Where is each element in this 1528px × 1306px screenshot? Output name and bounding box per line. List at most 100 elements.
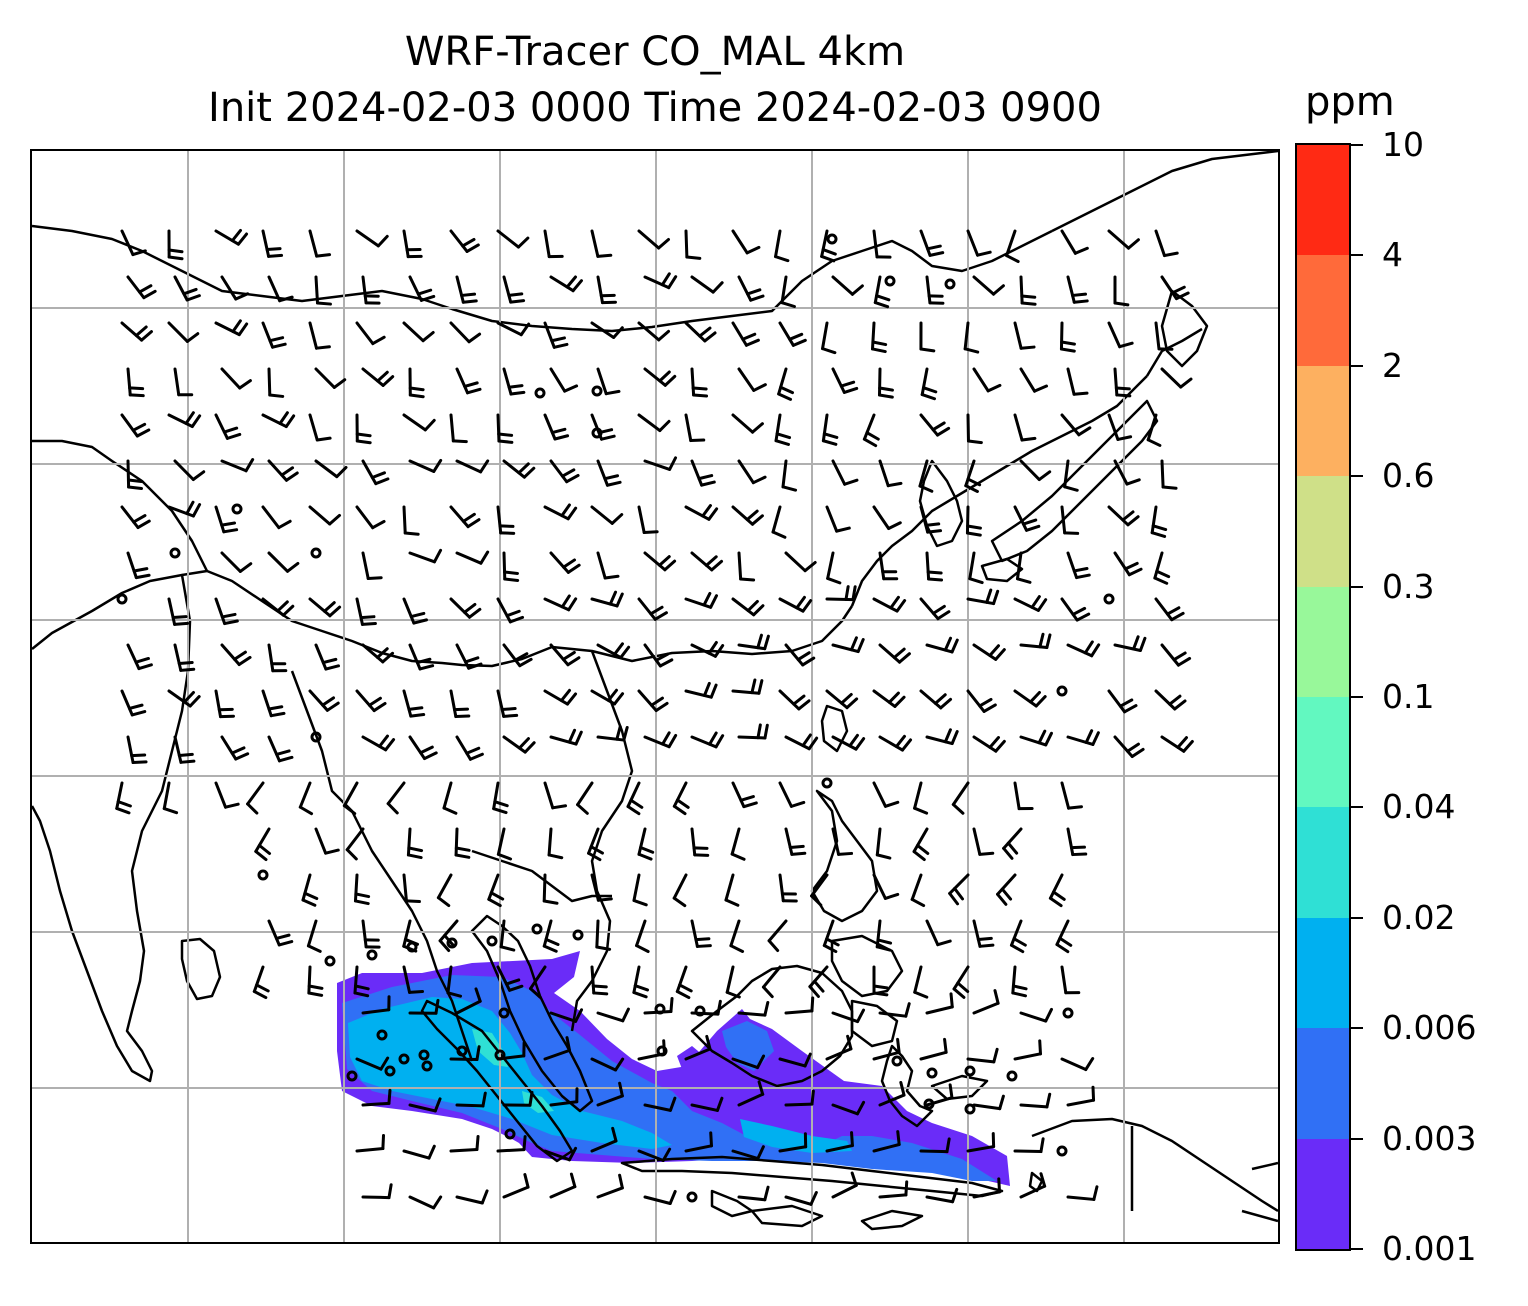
wind-barb — [781, 459, 798, 492]
wind-barb — [487, 873, 505, 908]
wind-barb — [1154, 597, 1185, 622]
map-title-line1: WRF-Tracer CO_MAL 4km — [404, 29, 906, 75]
wind-barb — [1019, 367, 1049, 393]
wind-barb — [731, 321, 760, 347]
coastline-segment — [1241, 1209, 1278, 1223]
wind-barb — [442, 781, 458, 815]
calm-wind-marker — [366, 949, 378, 961]
wind-barb — [167, 411, 202, 429]
colorbar-unit: ppm — [1305, 79, 1395, 125]
wind-barb — [361, 919, 381, 949]
wind-barb — [549, 1172, 577, 1199]
wind-barb — [831, 275, 864, 296]
wind-barb — [408, 643, 435, 671]
wind-barb — [637, 1147, 672, 1162]
wind-barb — [826, 551, 842, 585]
wind-barb — [919, 689, 953, 710]
wind-barb — [543, 781, 568, 810]
colorbar-tick-label: 2 — [1382, 345, 1403, 385]
wind-barb — [549, 643, 581, 667]
coastline-segment — [1251, 1161, 1278, 1171]
wind-barb — [214, 689, 235, 719]
wind-barb — [878, 1002, 911, 1018]
plume-contour — [342, 975, 997, 1181]
colorbar — [1295, 143, 1351, 1251]
wind-barb — [120, 321, 153, 342]
wind-barb — [252, 965, 270, 1000]
wind-barb — [308, 413, 332, 442]
wind-barb — [952, 965, 970, 999]
wind-barb — [496, 321, 531, 337]
wind-barb — [355, 413, 372, 445]
wind-barb — [596, 551, 620, 580]
calm-wind-marker — [534, 387, 546, 399]
colorbar-tick — [1351, 1137, 1363, 1140]
calm-wind-marker — [446, 937, 458, 949]
wind-barb — [342, 781, 359, 816]
wind-barb — [875, 827, 892, 860]
wind-barb — [1060, 965, 1081, 995]
wind-barb — [825, 1131, 854, 1153]
calm-wind-marker — [656, 1045, 668, 1057]
wind-barb — [543, 1036, 572, 1061]
calm-wind-marker — [821, 777, 833, 789]
wind-barb — [731, 678, 764, 695]
wind-barb — [1019, 1172, 1047, 1199]
wind-barb — [831, 367, 859, 394]
wind-barb — [784, 1191, 818, 1206]
wind-barb — [737, 633, 770, 651]
wind-barb — [784, 827, 807, 856]
wind-barb — [1066, 275, 1089, 304]
calm-wind-marker — [346, 1070, 358, 1082]
wind-barb — [862, 413, 880, 448]
wind-barb — [308, 505, 341, 526]
wind-barb — [875, 919, 893, 952]
wind-barb — [913, 781, 929, 815]
wind-barb — [725, 965, 741, 999]
wind-barb — [731, 597, 765, 617]
wind-barb — [455, 459, 490, 474]
colorbar-tick-label: 0.003 — [1382, 1118, 1477, 1158]
wind-barb — [637, 321, 671, 342]
wind-barb — [496, 965, 524, 992]
wind-barb — [831, 1100, 866, 1116]
colorbar-tick — [1351, 806, 1363, 809]
wind-barb — [820, 229, 837, 263]
wind-barb — [496, 689, 519, 718]
wind-barb — [220, 275, 250, 301]
wind-barb — [173, 367, 194, 397]
calm-wind-marker — [926, 1067, 938, 1079]
wind-barb — [314, 459, 348, 479]
wind-barb — [590, 1126, 618, 1153]
colorbar-tick-label: 4 — [1382, 235, 1403, 275]
wind-barb — [1013, 321, 1036, 350]
wind-barb — [353, 965, 370, 998]
wind-barb — [173, 643, 196, 672]
calm-wind-marker — [231, 503, 243, 515]
wind-barb — [1107, 413, 1133, 441]
wind-barb — [408, 1195, 443, 1210]
wind-barb — [1154, 229, 1179, 258]
wind-barb — [996, 873, 1017, 906]
calm-wind-marker — [486, 935, 498, 947]
wind-barb — [502, 459, 536, 479]
wind-barb — [831, 459, 859, 486]
wind-barb — [1013, 505, 1041, 532]
wind-barb — [361, 275, 381, 305]
wind-barb — [267, 275, 294, 303]
wind-barb — [690, 367, 709, 398]
wind-barb — [361, 734, 396, 752]
wind-barb — [1013, 689, 1047, 708]
wind-barb — [878, 1180, 909, 1199]
wind-barb — [637, 505, 659, 534]
wind-barb — [355, 321, 386, 346]
wind-barb — [408, 275, 436, 302]
wind-barb — [455, 275, 478, 304]
wind-barb — [972, 367, 1002, 393]
wind-barb — [596, 1081, 624, 1107]
wind-barb — [635, 919, 650, 954]
wind-barb — [1013, 413, 1037, 442]
wind-barb — [549, 1008, 584, 1023]
wind-barb — [1013, 1039, 1042, 1061]
wind-barb — [780, 275, 796, 308]
